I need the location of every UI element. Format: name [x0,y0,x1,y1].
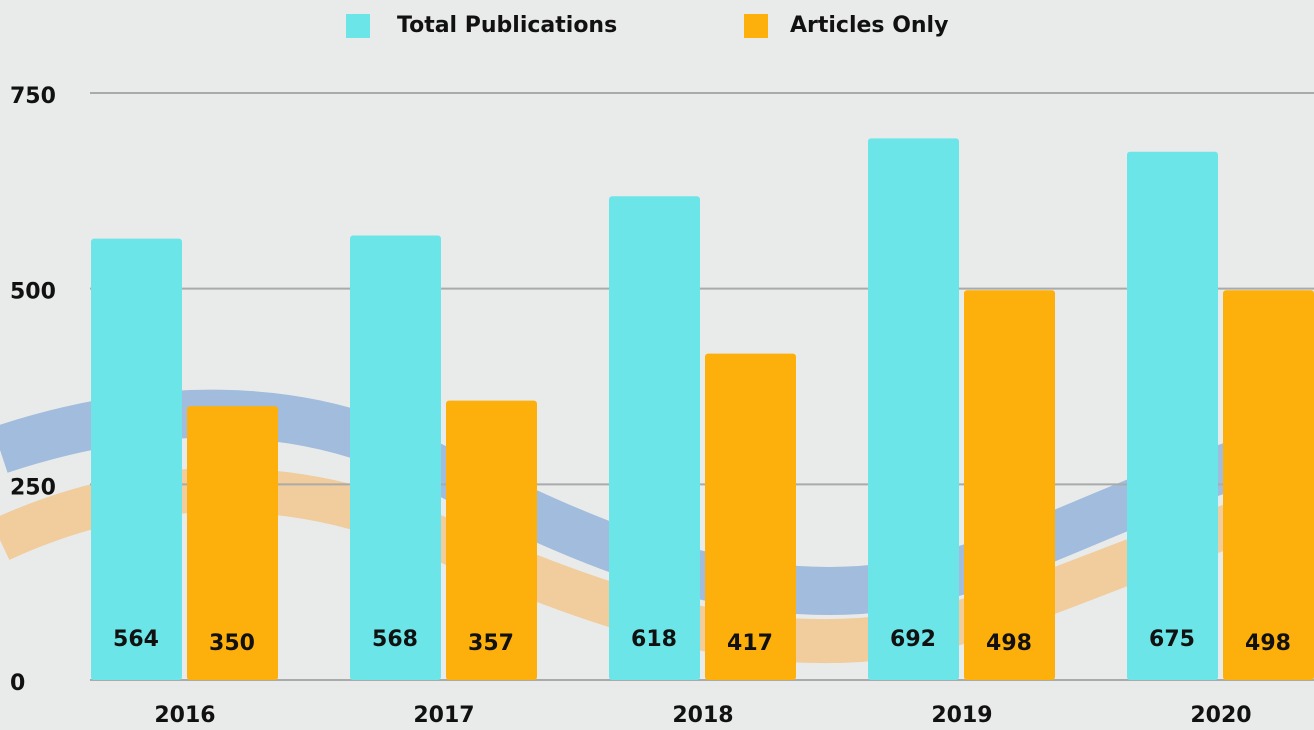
data-label: 564 [113,627,159,652]
data-label: 498 [986,631,1032,656]
data-label: 498 [1245,631,1291,656]
bar [964,290,1055,680]
data-label: 357 [468,631,514,656]
bar [868,138,959,681]
bar [1127,151,1218,680]
bar [187,406,278,680]
y-tick-label: 500 [10,280,56,305]
bar [91,238,182,681]
data-label: 568 [372,627,418,652]
data-label: 350 [209,631,255,656]
legend-label: Articles Only [790,13,948,38]
bar [446,400,537,680]
x-tick-label: 2018 [672,703,733,728]
x-tick-label: 2019 [931,703,992,728]
y-tick-label: 250 [10,475,56,500]
data-label: 417 [727,631,773,656]
x-tick-label: 2020 [1190,703,1251,728]
bar [705,353,796,680]
x-tick-label: 2016 [154,703,215,728]
bar [609,196,700,680]
y-tick-label: 750 [10,84,56,109]
data-label: 692 [890,627,936,652]
data-label: 675 [1149,627,1195,652]
bar [1223,290,1314,680]
plot-area: 0 250 500 750 2016 564 350 2017 568 357 2018 618 417… [10,84,1314,728]
legend-swatch [744,14,768,38]
bar [350,235,441,681]
legend-label: Total Publications [397,13,617,38]
data-label: 618 [631,627,677,652]
y-tick-label: 0 [10,671,25,696]
x-tick-label: 2017 [413,703,474,728]
legend-swatch [346,14,370,38]
